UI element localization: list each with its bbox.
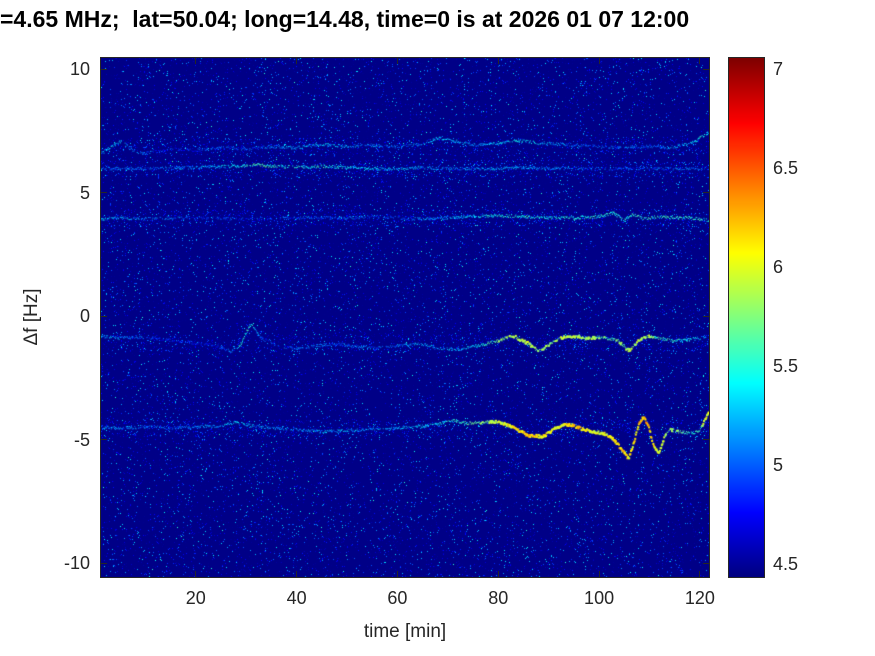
y-tickmark-left bbox=[101, 315, 107, 317]
x-tickmark-bottom bbox=[699, 571, 701, 577]
y-tickmark-left bbox=[101, 68, 107, 70]
x-axis-label: time [min] bbox=[363, 621, 447, 642]
y-tickmark-right bbox=[703, 68, 709, 70]
colorbar-tick-label: 5 bbox=[773, 455, 784, 476]
x-tickmark-bottom bbox=[195, 571, 197, 577]
y-tickmark-left bbox=[101, 192, 107, 194]
y-tick-label: 5 bbox=[79, 182, 90, 203]
x-tick-label: 100 bbox=[584, 588, 615, 608]
x-tickmark-bottom bbox=[396, 571, 398, 577]
colorbar-tick-label: 6.5 bbox=[773, 157, 799, 178]
x-tick-label: 60 bbox=[387, 588, 408, 608]
y-tickmark-left bbox=[101, 562, 107, 564]
y-tickmark-left bbox=[101, 439, 107, 441]
colorbar-tick-label: 7 bbox=[773, 58, 784, 79]
colorbar-tick-label: 5.5 bbox=[773, 356, 799, 377]
plot-area bbox=[100, 57, 710, 578]
colorbar-canvas bbox=[729, 58, 764, 577]
y-tick-label: -5 bbox=[73, 429, 90, 450]
y-tick-label: 0 bbox=[79, 306, 90, 327]
x-tickmark-top bbox=[396, 58, 398, 64]
y-tickmark-right bbox=[703, 562, 709, 564]
colorbar bbox=[728, 57, 765, 578]
x-tickmark-bottom bbox=[296, 571, 298, 577]
heatmap-canvas bbox=[101, 58, 709, 577]
y-tick-label: -10 bbox=[63, 553, 90, 574]
x-tickmark-top bbox=[296, 58, 298, 64]
x-tickmark-top bbox=[699, 58, 701, 64]
x-tickmark-top bbox=[195, 58, 197, 64]
colorbar-tick-label: 4.5 bbox=[773, 554, 799, 575]
x-tickmark-top bbox=[497, 58, 499, 64]
x-tick-label: 20 bbox=[185, 588, 206, 608]
x-tick-label: 120 bbox=[684, 588, 715, 608]
y-tickmark-right bbox=[703, 192, 709, 194]
colorbar-tick-label: 6 bbox=[773, 256, 784, 277]
chart-title: =4.65 MHz; lat=50.04; long=14.48, time=0… bbox=[0, 6, 690, 32]
x-tickmark-bottom bbox=[497, 571, 499, 577]
y-tick-label: 10 bbox=[69, 59, 90, 80]
x-tickmark-bottom bbox=[598, 571, 600, 577]
x-tick-label: 80 bbox=[488, 588, 509, 608]
x-tick-label: 40 bbox=[286, 588, 307, 608]
y-tickmark-right bbox=[703, 315, 709, 317]
x-tickmark-top bbox=[598, 58, 600, 64]
y-tickmark-right bbox=[703, 439, 709, 441]
